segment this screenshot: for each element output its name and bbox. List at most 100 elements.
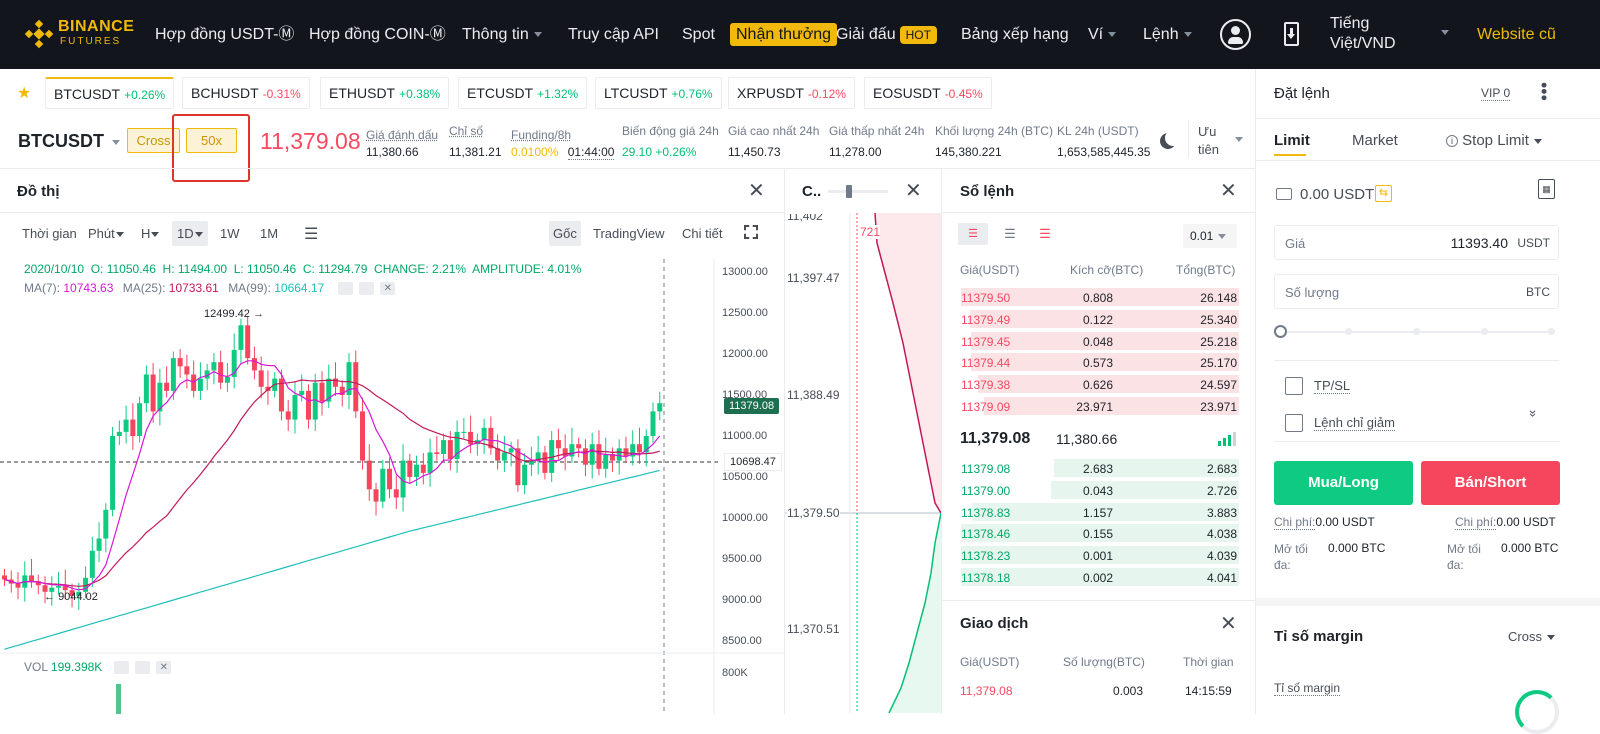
- ticker-ltcusdt[interactable]: LTCUSDT +0.76%: [595, 77, 722, 109]
- nav-spot[interactable]: Spot: [682, 26, 715, 43]
- ask-row[interactable]: 11379.45 0.048 25.218: [961, 331, 1239, 351]
- user-icon[interactable]: [1220, 19, 1251, 50]
- transfer-icon[interactable]: ⇆: [1375, 185, 1392, 202]
- row-total: 24.597: [1200, 378, 1237, 393]
- price-axis-tick: 10500.00: [722, 471, 768, 483]
- tab-stop-limit[interactable]: i Stop Limit: [1446, 132, 1542, 149]
- candlestick-chart[interactable]: [0, 259, 784, 714]
- bid-row[interactable]: 11378.23 0.001 4.039: [961, 545, 1239, 565]
- timeframe-1d[interactable]: 1D: [172, 221, 208, 246]
- quantity-input[interactable]: Số lượng BTC: [1274, 274, 1559, 309]
- bid-row[interactable]: 11378.46 0.155 4.038: [961, 523, 1239, 543]
- candle-body: [231, 349, 237, 377]
- expand-icon[interactable]: »: [1526, 409, 1542, 418]
- ask-row[interactable]: 11379.38 0.626 24.597: [961, 374, 1239, 394]
- bid-row[interactable]: 11379.00 0.043 2.726: [961, 480, 1239, 500]
- close-icon[interactable]: ✕: [1220, 613, 1237, 635]
- nav-tournament[interactable]: Giải đấu HOT: [836, 0, 937, 69]
- nav-orders[interactable]: Lệnh: [1143, 0, 1192, 69]
- row-price: 11379.45: [961, 334, 1011, 349]
- more-options-icon[interactable]: •••: [1534, 82, 1554, 101]
- nav-leaderboard[interactable]: Bảng xếp hạng: [961, 26, 1069, 43]
- buy-long-button[interactable]: Mua/Long: [1274, 461, 1413, 505]
- timeframe-1w[interactable]: 1W: [220, 226, 240, 241]
- remove-icon[interactable]: ✕: [156, 661, 172, 675]
- calculator-icon[interactable]: ▦: [1538, 179, 1555, 199]
- tpsl-checkbox[interactable]: [1285, 377, 1303, 395]
- nav-wallet[interactable]: Ví: [1088, 0, 1117, 69]
- leverage-button[interactable]: 50x: [186, 128, 237, 153]
- ticker-change: +0.38%: [399, 87, 441, 101]
- indicator-settings-icon[interactable]: ☰: [304, 226, 319, 243]
- timeframe-time[interactable]: Thời gian: [22, 226, 77, 241]
- eye-icon[interactable]: [113, 661, 129, 675]
- hot-badge: HOT: [899, 26, 937, 44]
- fullscreen-icon[interactable]: [744, 225, 758, 239]
- chevron-down-icon: [194, 232, 203, 238]
- settings-icon[interactable]: [358, 282, 374, 296]
- close-icon[interactable]: ✕: [1220, 180, 1237, 202]
- quantity-slider[interactable]: [1274, 325, 1555, 338]
- ask-row[interactable]: 11379.09 23.971 23.971: [961, 396, 1239, 416]
- candle-body: [495, 448, 501, 461]
- depth-bar: [1054, 459, 1239, 477]
- tab-market[interactable]: Market: [1352, 132, 1398, 149]
- orderbook-view-bids-icon[interactable]: ☰: [1004, 226, 1016, 241]
- tab-limit[interactable]: Limit: [1274, 132, 1310, 149]
- close-icon[interactable]: ✕: [748, 180, 765, 202]
- moon-icon[interactable]: [1160, 133, 1176, 149]
- old-website-link[interactable]: Website cũ: [1477, 26, 1556, 43]
- orderbook-view-both-icon[interactable]: ☰: [958, 223, 988, 245]
- remove-icon[interactable]: ✕: [380, 282, 396, 296]
- sell-short-button[interactable]: Bán/Short: [1421, 461, 1560, 505]
- nav-info[interactable]: Thông tin: [462, 0, 542, 69]
- row-price: 11378.23: [961, 549, 1011, 564]
- margin-mode-select[interactable]: Cross: [1508, 629, 1555, 644]
- ask-row[interactable]: 11379.44 0.573 25.170: [961, 352, 1239, 372]
- ticker-etcusdt[interactable]: ETCUSDT +1.32%: [458, 77, 588, 109]
- orderbook-view-asks-icon[interactable]: ☰: [1039, 226, 1051, 241]
- bid-row[interactable]: 11378.18 0.002 4.041: [961, 567, 1239, 587]
- ask-row[interactable]: 11379.49 0.122 25.340: [961, 309, 1239, 329]
- price-axis-tick: 12000.00: [722, 348, 768, 360]
- price-input[interactable]: Giá 11393.40 USDT: [1274, 225, 1559, 260]
- view-tradingview[interactable]: TradingView: [593, 226, 665, 241]
- timeframe-minute[interactable]: Phút: [88, 226, 124, 241]
- ticker-xrpusdt[interactable]: XRPUSDT -0.12%: [728, 77, 855, 109]
- nav-coin-futures[interactable]: Hợp đồng COIN-Ⓜ: [309, 26, 446, 43]
- ma99-label: MA(99):: [228, 281, 271, 295]
- depth-bar: [971, 353, 1239, 372]
- vip-level[interactable]: VIP 0: [1481, 86, 1511, 101]
- priority-selector[interactable]: Ưu tiên: [1198, 123, 1243, 159]
- close-icon[interactable]: ✕: [905, 180, 922, 202]
- precision-select[interactable]: 0.01: [1183, 224, 1237, 248]
- timeframe-hour[interactable]: H: [141, 226, 160, 241]
- nav-usdt-futures[interactable]: Hợp đồng USDT-Ⓜ: [155, 26, 295, 43]
- ticker-ethusdt[interactable]: ETHUSDT +0.38%: [320, 77, 450, 109]
- bid-row[interactable]: 11379.08 2.683 2.683: [961, 458, 1239, 478]
- candle-body: [481, 427, 487, 441]
- download-app-icon[interactable]: [1284, 22, 1299, 46]
- bid-row[interactable]: 11378.83 1.157 3.883: [961, 502, 1239, 522]
- symbol-selector[interactable]: BTCUSDT: [18, 131, 120, 152]
- view-depth-detail[interactable]: Chi tiết: [682, 226, 723, 241]
- binance-logo[interactable]: BINANCE FUTURES: [24, 16, 134, 52]
- margin-mode-button[interactable]: Cross: [127, 128, 180, 153]
- depth-zoom-slider[interactable]: [828, 185, 888, 198]
- nav-rewards[interactable]: Nhận thưởng: [730, 0, 838, 69]
- ticker-eosusdt[interactable]: EOSUSDT -0.45%: [864, 77, 992, 109]
- ma25-label: MA(25):: [122, 281, 166, 295]
- ticker-bchusdt[interactable]: BCHUSDT -0.31%: [182, 77, 310, 109]
- nav-api-access[interactable]: Truy cập API: [568, 26, 659, 43]
- candle-body: [569, 444, 575, 457]
- depth-chart[interactable]: [785, 213, 941, 713]
- timeframe-1m[interactable]: 1M: [260, 226, 279, 241]
- settings-icon[interactable]: [135, 661, 150, 675]
- language-selector[interactable]: Tiếng Việt/VND: [1330, 14, 1450, 56]
- favorite-star-icon[interactable]: ★: [17, 85, 32, 102]
- ask-row[interactable]: 11379.50 0.808 26.148: [961, 287, 1239, 307]
- eye-icon[interactable]: [337, 282, 353, 296]
- ticker-btcusdt[interactable]: BTCUSDT +0.26%: [45, 77, 175, 109]
- view-original[interactable]: Gốc: [549, 221, 581, 246]
- reduce-only-checkbox[interactable]: [1285, 414, 1303, 432]
